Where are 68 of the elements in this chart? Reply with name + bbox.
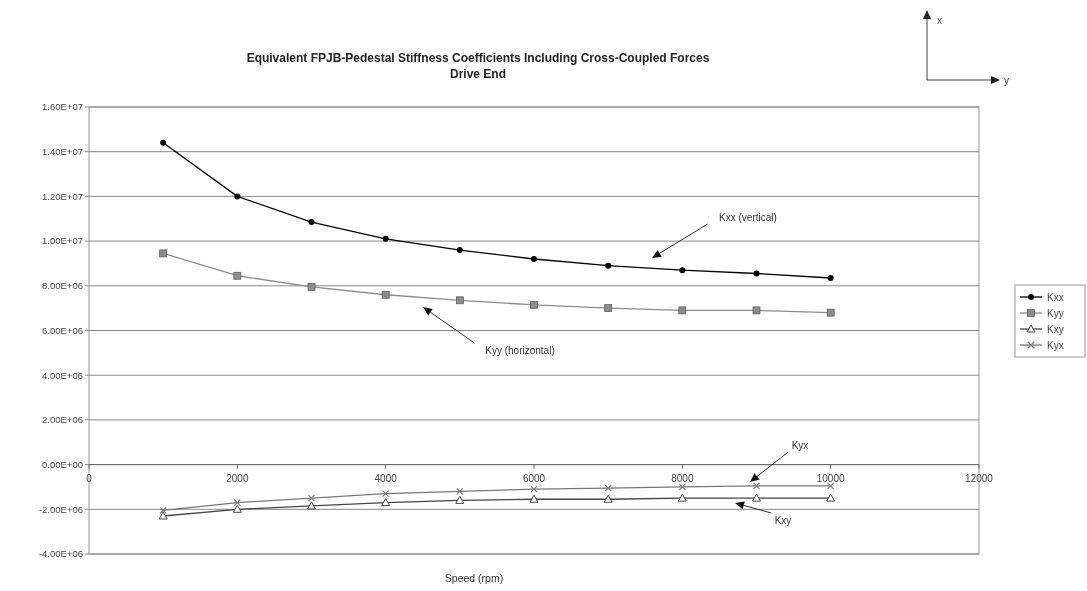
legend-label: Kyx [1047,339,1064,351]
point [753,270,760,277]
x-tick-label: 10000 [816,472,846,484]
chart-subtitle: Drive End [449,67,507,81]
x-tick-label: 6000 [522,472,546,484]
y-tick-label: 1.00E+07 [42,235,83,247]
point [159,249,168,258]
point [307,501,316,510]
annotation: Kxy [774,514,792,526]
point [158,511,168,520]
y-tick-label: 8.00E+06 [42,280,83,292]
annotation: Kyy (horizontal) [485,344,555,356]
annotation: Kyx [791,439,809,451]
point [456,247,463,254]
point [603,494,613,503]
x-tick-label: 8000 [671,472,694,484]
point [677,493,687,502]
legend-label: Kxy [1047,323,1064,335]
point [455,296,464,305]
point [307,283,316,291]
point [159,506,167,515]
x-tick-label: 12000 [965,472,994,484]
legend-label: Kxx [1047,291,1064,303]
point [679,267,686,274]
chart-title: Equivalent FPJB-Pedestal Stiffness Coefficients Including Cross-Coupled Forces [246,51,710,65]
point [531,255,537,262]
point [752,482,761,490]
annotation: Kxx (vertical) [719,211,777,223]
point [752,493,761,502]
point [160,139,167,146]
point [456,487,464,496]
point [381,498,391,507]
y-tick-label: -4.00E+06 [38,548,83,560]
point [382,235,389,242]
point [529,494,539,503]
point [678,306,687,315]
y-tick-label: 4.00E+06 [42,369,83,381]
point [233,499,241,507]
point [530,485,538,493]
point [678,483,686,491]
point [827,274,834,281]
x-tick-label: 0 [86,472,93,484]
x-tick-label: 2000 [226,472,249,484]
point [530,300,538,309]
point [826,493,836,502]
y-tick-label: 2.00E+06 [42,414,83,426]
y-tick-label: -2.00E+06 [38,503,83,515]
y-tick-label: 1.40E+07 [42,146,83,158]
point [233,271,242,280]
x-axis-title: Speed (rpm) [444,572,504,584]
point [826,308,835,317]
y-tick-label: 1.60E+07 [42,101,83,113]
point [232,504,242,513]
point [455,495,465,504]
legend-label: Kyy [1047,307,1064,319]
point [752,306,761,315]
point [234,193,241,200]
y-tick-label: 1.20E+07 [42,190,83,202]
point [604,304,613,312]
point [604,484,612,492]
point [827,482,835,490]
x-tick-label: 4000 [374,472,398,484]
point [381,290,390,299]
point [307,494,316,502]
point [605,262,612,269]
point [308,219,315,226]
y-tick-label: 6.00E+06 [42,324,83,336]
y-tick-label: 0.00E+00 [42,458,83,470]
